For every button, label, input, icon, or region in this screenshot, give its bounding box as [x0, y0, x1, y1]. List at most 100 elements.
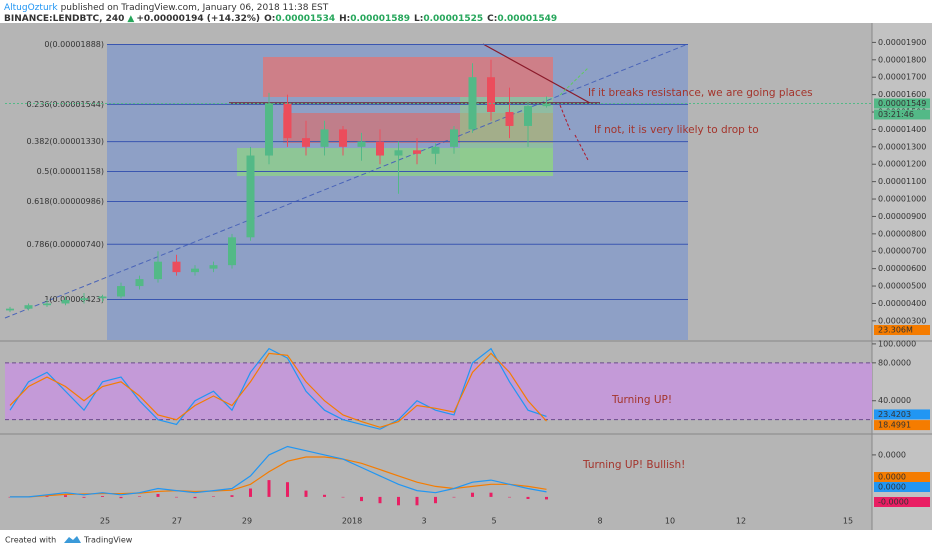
candle-body — [283, 103, 292, 139]
low-label: L: — [414, 14, 423, 24]
y-tick-label: 80.0000 — [878, 358, 911, 367]
annotation: Turning UP! Bullish! — [582, 459, 685, 471]
candle-body — [228, 237, 236, 266]
published: published on TradingView.com, January 06… — [61, 3, 329, 13]
header-line1: AltugOzturk published on TradingView.com,… — [4, 3, 329, 13]
fib-label: 0.236(0.00001544) — [27, 100, 105, 109]
fib-label: 0.382(0.00001330) — [27, 137, 105, 146]
candle-body — [265, 103, 273, 156]
histogram-bar — [378, 496, 382, 504]
y-tick-label: 0.00000800 — [878, 229, 926, 238]
candle-body — [505, 112, 514, 126]
y-tick-label: 0.00001300 — [878, 142, 926, 151]
y-tick-label: 0.00001100 — [878, 177, 926, 186]
histogram-bar — [545, 496, 548, 500]
histogram-bar — [489, 492, 493, 497]
macd-value-label-box — [874, 497, 930, 507]
annotation: If it breaks resistance, we are going pl… — [588, 87, 813, 99]
high-label: H: — [339, 14, 350, 24]
y-tick-label: 0.00000700 — [878, 247, 926, 256]
histogram-bar — [138, 496, 141, 497]
last-price-label-box — [874, 98, 930, 109]
histogram-bar — [323, 494, 326, 497]
histogram-bar — [304, 490, 308, 497]
y-tick-label: 0.00001800 — [878, 55, 926, 64]
x-tick-label: 8 — [597, 517, 602, 526]
x-tick-label: 3 — [421, 517, 426, 526]
open: 0.00001534 — [275, 14, 335, 24]
y-tick-label: 0.0000 — [878, 450, 906, 459]
candle-body — [246, 155, 255, 238]
candle-body — [339, 129, 347, 147]
histogram-bar — [267, 480, 271, 497]
last-price-label: 0.00001549 — [878, 99, 926, 108]
candle-body — [468, 77, 477, 130]
macd-value-label: 0.0000 — [878, 473, 906, 482]
macd-value-label-box — [874, 472, 930, 482]
countdown-box — [874, 109, 930, 120]
low: 0.00001525 — [423, 14, 483, 24]
footer-created: Created with — [5, 536, 56, 545]
candle-body — [172, 261, 181, 273]
histogram-bar — [471, 492, 474, 497]
fib-label: 0(0.00001888) — [44, 40, 104, 49]
down-trend-line — [482, 43, 591, 104]
y-tick-label: 0.00001900 — [878, 38, 926, 47]
stoch-value-label-box — [874, 420, 930, 431]
candle-body — [80, 298, 88, 300]
x-tick-label: 2018 — [342, 517, 362, 526]
open-label: O: — [264, 14, 275, 24]
histogram-bar — [45, 496, 49, 497]
candle-body — [154, 261, 162, 280]
histogram-bar — [360, 496, 363, 502]
x-tick-label: 29 — [242, 517, 252, 526]
histogram-bar — [434, 496, 437, 504]
candle-body — [394, 150, 403, 156]
y-tick-label: 0.00001200 — [878, 160, 926, 169]
fib-label: 1(0.00000423) — [44, 295, 104, 304]
candle-body — [135, 279, 144, 287]
stoch-line — [9, 352, 547, 428]
y-tick-label: 0.00001400 — [878, 125, 926, 134]
histogram-bar — [286, 482, 289, 497]
candle-body — [542, 103, 551, 107]
down-arrow — [559, 104, 571, 131]
candle-body — [376, 141, 384, 156]
histogram-bar — [230, 495, 234, 497]
histogram-bar — [508, 496, 511, 498]
histogram-bar — [249, 488, 252, 497]
fib-label: 0.786(0.00000740) — [27, 240, 105, 249]
histogram-bar — [101, 496, 104, 497]
candle-body — [98, 296, 107, 299]
resistance-zone — [263, 57, 553, 97]
footer-brand[interactable]: TradingView — [83, 536, 133, 545]
candle-body — [209, 265, 218, 269]
symbol: BINANCE:LENDBTC, 240 — [4, 14, 124, 24]
candle-body — [357, 141, 366, 147]
change-arrow: ▲ — [127, 14, 134, 24]
trend-line — [4, 43, 689, 319]
histogram-bar — [526, 496, 530, 499]
y-tick-label: 40.0000 — [878, 396, 911, 405]
x-tick-label: 15 — [843, 517, 853, 526]
candle-body — [24, 305, 33, 309]
y-tick-label: 100.0000 — [878, 339, 916, 348]
up-arrow — [559, 67, 589, 96]
macd-value-label: -0.0000 — [878, 498, 909, 507]
stoch-value-label: 18.4991 — [878, 421, 911, 430]
y-tick-label: 0.00000900 — [878, 212, 926, 221]
y-tick-label: 0.00000400 — [878, 299, 926, 308]
histogram-bar — [452, 496, 456, 498]
candle-body — [6, 308, 14, 311]
y-tick-label: 0.00000600 — [878, 264, 926, 273]
histogram-bar — [193, 496, 197, 499]
candle-body — [61, 299, 70, 304]
histogram-bar — [156, 493, 160, 497]
close: 0.00001549 — [497, 14, 557, 24]
candle-body — [524, 106, 532, 126]
candle-body — [191, 268, 199, 273]
close-label: C: — [487, 14, 497, 24]
author[interactable]: AltugOzturk — [4, 3, 58, 13]
change: +0.00000194 (+14.32%) — [136, 14, 260, 24]
